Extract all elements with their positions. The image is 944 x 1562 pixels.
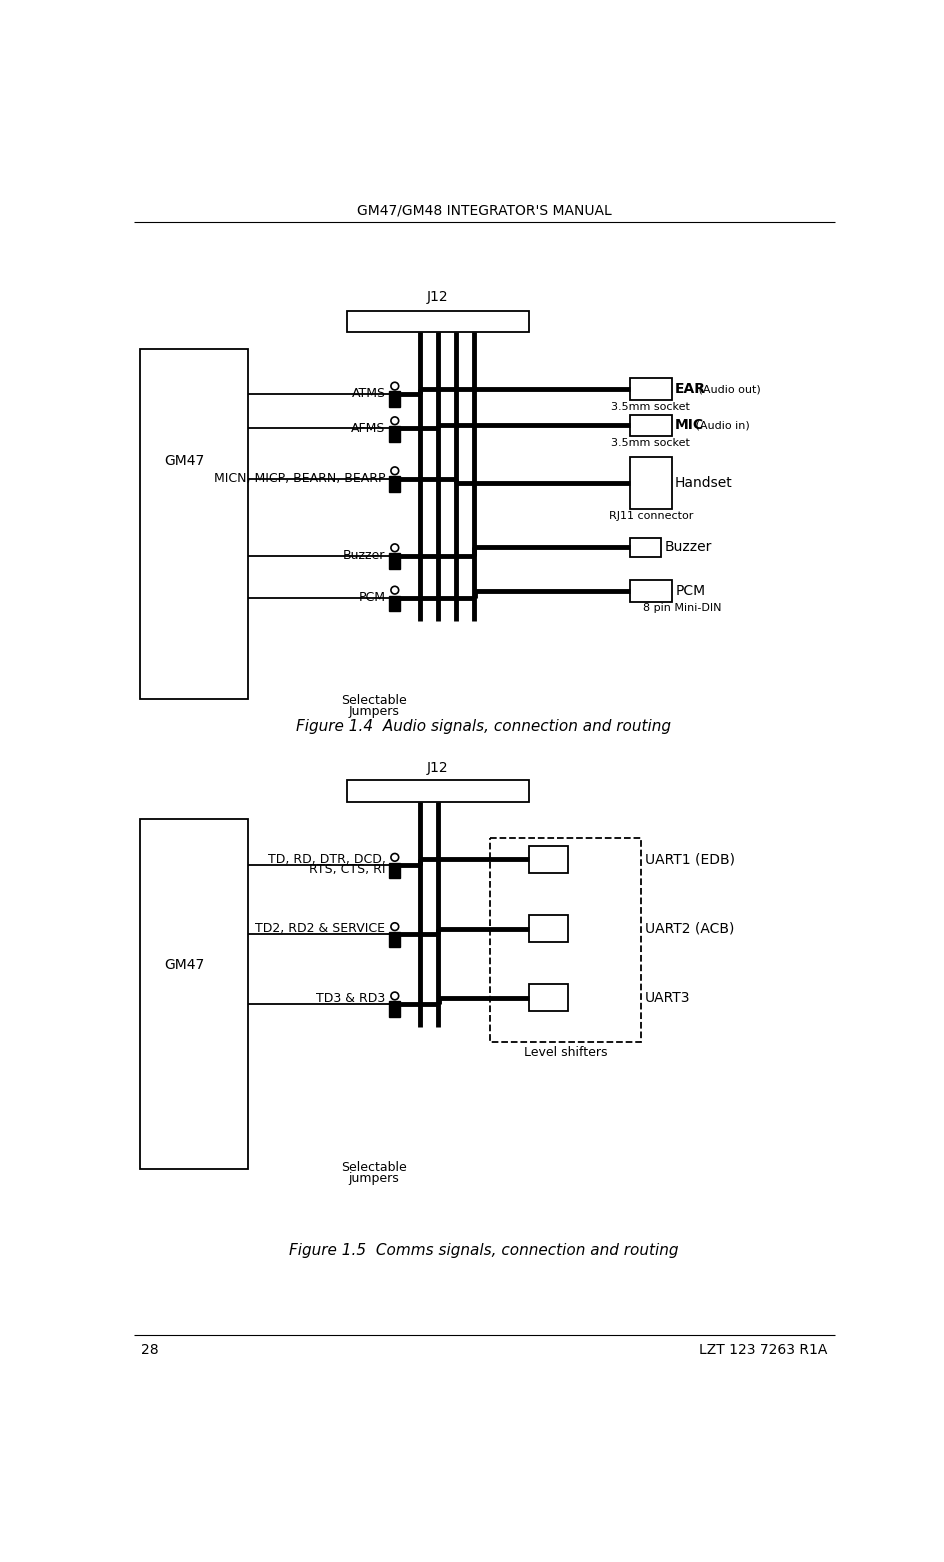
Bar bbox=[140, 818, 248, 1170]
Bar bbox=[389, 553, 400, 569]
Text: PCM: PCM bbox=[675, 584, 705, 598]
Text: LZT 123 7263 R1A: LZT 123 7263 R1A bbox=[699, 1343, 826, 1357]
Text: Buzzer: Buzzer bbox=[664, 540, 711, 555]
Bar bbox=[346, 311, 529, 333]
Bar bbox=[629, 414, 671, 436]
Text: 3.5mm socket: 3.5mm socket bbox=[611, 437, 690, 448]
Text: TD3 & RD3: TD3 & RD3 bbox=[316, 992, 385, 1004]
Text: ATMS: ATMS bbox=[351, 387, 385, 400]
Bar bbox=[529, 915, 567, 942]
Bar bbox=[389, 862, 400, 878]
Text: (Audio in): (Audio in) bbox=[691, 420, 749, 431]
Bar bbox=[140, 350, 248, 700]
Text: RJ11 connector: RJ11 connector bbox=[608, 511, 692, 520]
Text: EAR: EAR bbox=[674, 383, 705, 397]
Text: GM47: GM47 bbox=[164, 455, 205, 467]
Bar bbox=[389, 933, 400, 948]
Text: AFMS: AFMS bbox=[351, 422, 385, 434]
Text: J12: J12 bbox=[426, 761, 447, 775]
Text: PCM: PCM bbox=[358, 592, 385, 604]
Text: UART3: UART3 bbox=[645, 990, 690, 1004]
Text: TD, RD, DTR, DCD,: TD, RD, DTR, DCD, bbox=[267, 853, 385, 867]
Bar bbox=[629, 537, 660, 558]
Text: UART2 (ACB): UART2 (ACB) bbox=[645, 922, 733, 936]
Bar bbox=[389, 392, 400, 406]
Text: TD2, RD2 & SERVICE: TD2, RD2 & SERVICE bbox=[255, 923, 385, 936]
Text: jumpers: jumpers bbox=[348, 1172, 398, 1186]
Text: Figure 1.4  Audio signals, connection and routing: Figure 1.4 Audio signals, connection and… bbox=[296, 719, 671, 734]
Text: MIC: MIC bbox=[674, 419, 703, 433]
Bar bbox=[529, 984, 567, 1011]
Bar bbox=[389, 476, 400, 492]
Bar bbox=[629, 378, 671, 400]
Text: Handset: Handset bbox=[674, 476, 732, 490]
Text: GM47/GM48 INTEGRATOR'S MANUAL: GM47/GM48 INTEGRATOR'S MANUAL bbox=[356, 203, 611, 217]
Text: J12: J12 bbox=[426, 291, 447, 305]
Bar bbox=[389, 1001, 400, 1017]
Text: Selectable: Selectable bbox=[341, 694, 406, 708]
Bar bbox=[490, 839, 641, 1042]
Text: Buzzer: Buzzer bbox=[343, 548, 385, 562]
Bar bbox=[389, 426, 400, 442]
Bar bbox=[629, 458, 671, 509]
Text: MICN, MICP, BEARN, BEARP: MICN, MICP, BEARN, BEARP bbox=[213, 472, 385, 484]
Bar bbox=[389, 595, 400, 611]
Bar bbox=[529, 845, 567, 873]
Text: Selectable: Selectable bbox=[341, 1162, 406, 1175]
Text: RTS, CTS, RI: RTS, CTS, RI bbox=[309, 864, 385, 876]
Bar bbox=[346, 781, 529, 801]
Text: 28: 28 bbox=[142, 1343, 159, 1357]
Text: UART1 (EDB): UART1 (EDB) bbox=[645, 853, 734, 867]
Text: (Audio out): (Audio out) bbox=[694, 384, 760, 394]
Text: Level shifters: Level shifters bbox=[524, 1047, 607, 1059]
Text: GM47: GM47 bbox=[164, 958, 205, 972]
Text: 8 pin Mini-DIN: 8 pin Mini-DIN bbox=[642, 603, 720, 614]
Bar bbox=[629, 580, 671, 601]
Text: Jumpers: Jumpers bbox=[348, 704, 399, 719]
Text: 3.5mm socket: 3.5mm socket bbox=[611, 401, 690, 411]
Text: Figure 1.5  Comms signals, connection and routing: Figure 1.5 Comms signals, connection and… bbox=[289, 1242, 678, 1257]
